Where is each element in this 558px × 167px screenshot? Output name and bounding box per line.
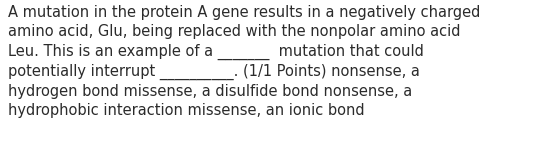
Text: A mutation in the protein A gene results in a negatively charged
amino acid, Glu: A mutation in the protein A gene results… [8,5,481,118]
